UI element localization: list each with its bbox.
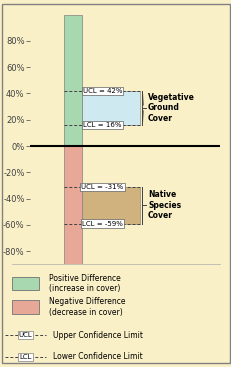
Bar xyxy=(81,187,140,224)
Text: Negative Difference
(decrease in cover): Negative Difference (decrease in cover) xyxy=(49,297,125,317)
Text: Upper Confidence Limit: Upper Confidence Limit xyxy=(53,331,143,339)
Text: Vegetative
Ground
Cover: Vegetative Ground Cover xyxy=(147,93,194,123)
Bar xyxy=(81,91,140,125)
FancyBboxPatch shape xyxy=(12,300,39,313)
Text: Positive Difference
(increase in cover): Positive Difference (increase in cover) xyxy=(49,273,120,293)
Text: Native
Species
Cover: Native Species Cover xyxy=(147,190,180,220)
Text: UCL = 42%: UCL = 42% xyxy=(82,88,122,94)
Text: Lower Confidence Limit: Lower Confidence Limit xyxy=(53,352,143,361)
Text: UCL = -31%: UCL = -31% xyxy=(81,184,123,190)
Text: LCL: LCL xyxy=(19,354,32,360)
Text: LCL = 16%: LCL = 16% xyxy=(83,122,121,128)
FancyBboxPatch shape xyxy=(12,277,39,290)
Bar xyxy=(64,146,81,264)
Bar xyxy=(64,15,81,146)
Text: LCL = -59%: LCL = -59% xyxy=(82,221,122,226)
Text: UCL: UCL xyxy=(18,332,32,338)
